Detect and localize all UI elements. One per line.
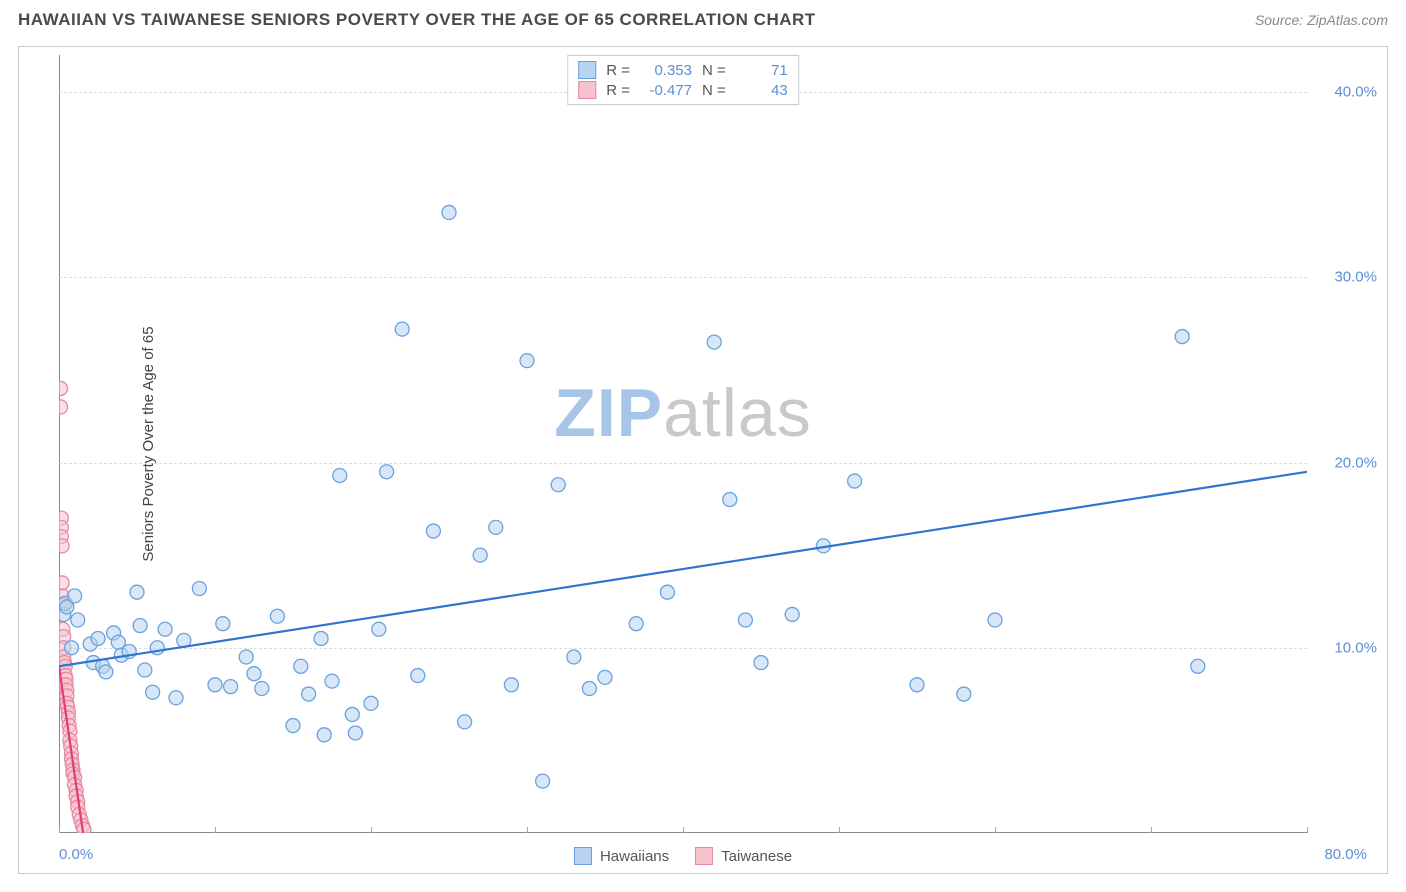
hawaiians-point — [520, 354, 534, 368]
series-legend: Hawaiians Taiwanese — [574, 847, 792, 865]
hawaiians-point — [372, 622, 386, 636]
hawaiians-point — [411, 669, 425, 683]
hawaiians-point — [504, 678, 518, 692]
hawaiians-point — [224, 680, 238, 694]
hawaiians-point — [99, 665, 113, 679]
hawaiians-point — [723, 493, 737, 507]
hawaiians-point — [158, 622, 172, 636]
y-tick-label: 40.0% — [1334, 84, 1377, 101]
hawaiians-point — [629, 617, 643, 631]
hawaiians-point — [333, 468, 347, 482]
legend-row: R = -0.477 N = 43 — [578, 80, 788, 100]
hawaiians-point — [395, 322, 409, 336]
series-legend-item: Taiwanese — [695, 847, 792, 865]
legend-swatch — [695, 847, 713, 865]
hawaiians-point — [239, 650, 253, 664]
taiwanese-point — [59, 539, 69, 553]
hawaiians-point — [988, 613, 1002, 627]
scatter-plot — [59, 55, 1307, 833]
hawaiians-point — [598, 670, 612, 684]
series-legend-label: Taiwanese — [721, 848, 792, 865]
hawaiians-point — [133, 619, 147, 633]
hawaiians-point — [738, 613, 752, 627]
plot-area: Seniors Poverty Over the Age of 65 ZIPat… — [59, 55, 1307, 833]
y-tick-label: 20.0% — [1334, 454, 1377, 471]
legend-swatch — [578, 61, 596, 79]
legend-n-value: 71 — [736, 62, 788, 79]
legend-r-label: R = — [606, 62, 630, 79]
hawaiians-point — [208, 678, 222, 692]
series-legend-label: Hawaiians — [600, 848, 669, 865]
hawaiians-point — [247, 667, 261, 681]
hawaiians-point — [345, 707, 359, 721]
legend-n-label: N = — [702, 82, 726, 99]
chart-container: Seniors Poverty Over the Age of 65 ZIPat… — [18, 46, 1388, 874]
hawaiians-point — [294, 659, 308, 673]
source-attribution: Source: ZipAtlas.com — [1255, 12, 1388, 28]
legend-swatch — [574, 847, 592, 865]
hawaiians-point — [473, 548, 487, 562]
legend-n-value: 43 — [736, 82, 788, 99]
hawaiians-point — [314, 632, 328, 646]
hawaiians-point — [1191, 659, 1205, 673]
hawaiians-point — [216, 617, 230, 631]
hawaiians-point — [442, 205, 456, 219]
taiwanese-point — [59, 400, 68, 414]
hawaiians-point — [138, 663, 152, 677]
legend-r-value: 0.353 — [640, 62, 692, 79]
hawaiians-point — [325, 674, 339, 688]
hawaiians-point — [270, 609, 284, 623]
hawaiians-point — [754, 656, 768, 670]
hawaiians-point — [957, 687, 971, 701]
hawaiians-point — [91, 632, 105, 646]
hawaiians-point — [348, 726, 362, 740]
chart-title: HAWAIIAN VS TAIWANESE SENIORS POVERTY OV… — [18, 10, 816, 30]
hawaiians-point — [567, 650, 581, 664]
hawaiians-point — [910, 678, 924, 692]
hawaiians-point — [255, 682, 269, 696]
hawaiians-point — [302, 687, 316, 701]
hawaiians-point — [364, 696, 378, 710]
series-legend-item: Hawaiians — [574, 847, 669, 865]
legend-r-value: -0.477 — [640, 82, 692, 99]
hawaiians-point — [536, 774, 550, 788]
hawaiians-point — [489, 520, 503, 534]
hawaiians-point — [317, 728, 331, 742]
hawaiians-point — [68, 589, 82, 603]
hawaiians-point — [380, 465, 394, 479]
hawaiians-point — [71, 613, 85, 627]
hawaiians-point — [707, 335, 721, 349]
correlation-legend: R = 0.353 N = 71 R = -0.477 N = 43 — [567, 55, 799, 105]
hawaiians-point — [146, 685, 160, 699]
hawaiians-point — [169, 691, 183, 705]
hawaiians-point — [64, 641, 78, 655]
hawaiians-point — [286, 719, 300, 733]
x-tick-label: 80.0% — [1324, 846, 1367, 863]
hawaiians-point — [426, 524, 440, 538]
y-tick-label: 10.0% — [1334, 639, 1377, 656]
hawaiians-point — [458, 715, 472, 729]
taiwanese-point — [59, 576, 69, 590]
legend-n-label: N = — [702, 62, 726, 79]
hawaiians-point — [130, 585, 144, 599]
hawaiians-point — [1175, 330, 1189, 344]
hawaiians-point — [192, 581, 206, 595]
legend-r-label: R = — [606, 82, 630, 99]
taiwanese-point — [77, 822, 91, 833]
x-tick — [1307, 827, 1308, 833]
hawaiians-point — [551, 478, 565, 492]
hawaiians-point — [582, 682, 596, 696]
hawaiians-point — [785, 607, 799, 621]
hawaiians-point — [660, 585, 674, 599]
hawaiians-trendline — [59, 472, 1307, 667]
hawaiians-point — [848, 474, 862, 488]
legend-row: R = 0.353 N = 71 — [578, 60, 788, 80]
x-tick-label: 0.0% — [59, 846, 93, 863]
legend-swatch — [578, 81, 596, 99]
taiwanese-point — [59, 381, 68, 395]
y-tick-label: 30.0% — [1334, 269, 1377, 286]
